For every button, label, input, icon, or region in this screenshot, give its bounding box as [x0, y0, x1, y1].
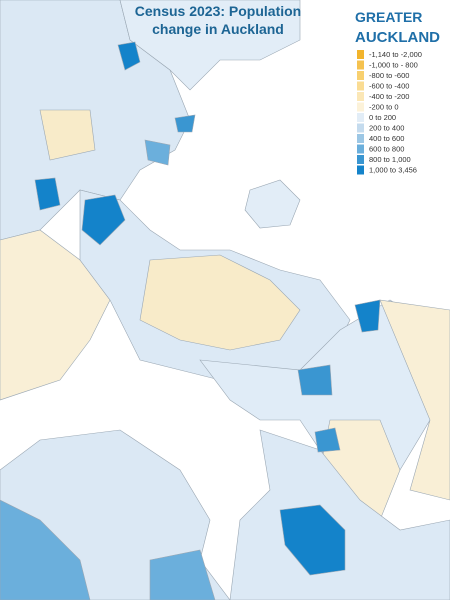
- legend-label: 400 to 600: [369, 134, 404, 143]
- legend-label: -1,000 to - 800: [369, 61, 418, 70]
- legend-label: -1,140 to -2,000: [369, 50, 422, 59]
- title-line: change in Auckland: [152, 21, 284, 37]
- legend-swatch: [357, 144, 364, 154]
- legend-swatch: [357, 113, 364, 122]
- logo-text: AUCKLAND: [355, 29, 440, 46]
- legend-swatch: [357, 92, 364, 101]
- title-line: Census 2023: Population: [135, 3, 301, 19]
- legend-label: -600 to -400: [369, 82, 409, 91]
- legend-swatch: [357, 155, 364, 164]
- legend-label: 600 to 800: [369, 145, 404, 154]
- logo: GREATER AUCKLAND: [355, 9, 440, 46]
- legend: -1,140 to -2,000 -1,000 to - 800-800 to -…: [357, 50, 422, 175]
- legend-label: 800 to 1,000: [369, 155, 411, 164]
- legend-swatch: [357, 165, 364, 175]
- legend-swatch: [357, 134, 364, 143]
- title: Census 2023: Population change in Auckla…: [135, 3, 301, 37]
- legend-swatch: [357, 123, 364, 133]
- legend-label: 1,000 to 3,456: [369, 166, 417, 175]
- legend-swatch: [357, 60, 364, 70]
- legend-label: -200 to 0: [369, 103, 399, 112]
- legend-label: -800 to -600: [369, 71, 409, 80]
- legend-label: -400 to -200: [369, 92, 409, 101]
- logo-text: GREATER: [355, 9, 422, 25]
- legend-label: 200 to 400: [369, 124, 404, 133]
- legend-label: 0 to 200: [369, 113, 396, 122]
- legend-swatch: [357, 81, 364, 91]
- legend-swatch: [357, 71, 364, 80]
- legend-swatch: [357, 50, 364, 59]
- legend-swatch: [357, 102, 364, 112]
